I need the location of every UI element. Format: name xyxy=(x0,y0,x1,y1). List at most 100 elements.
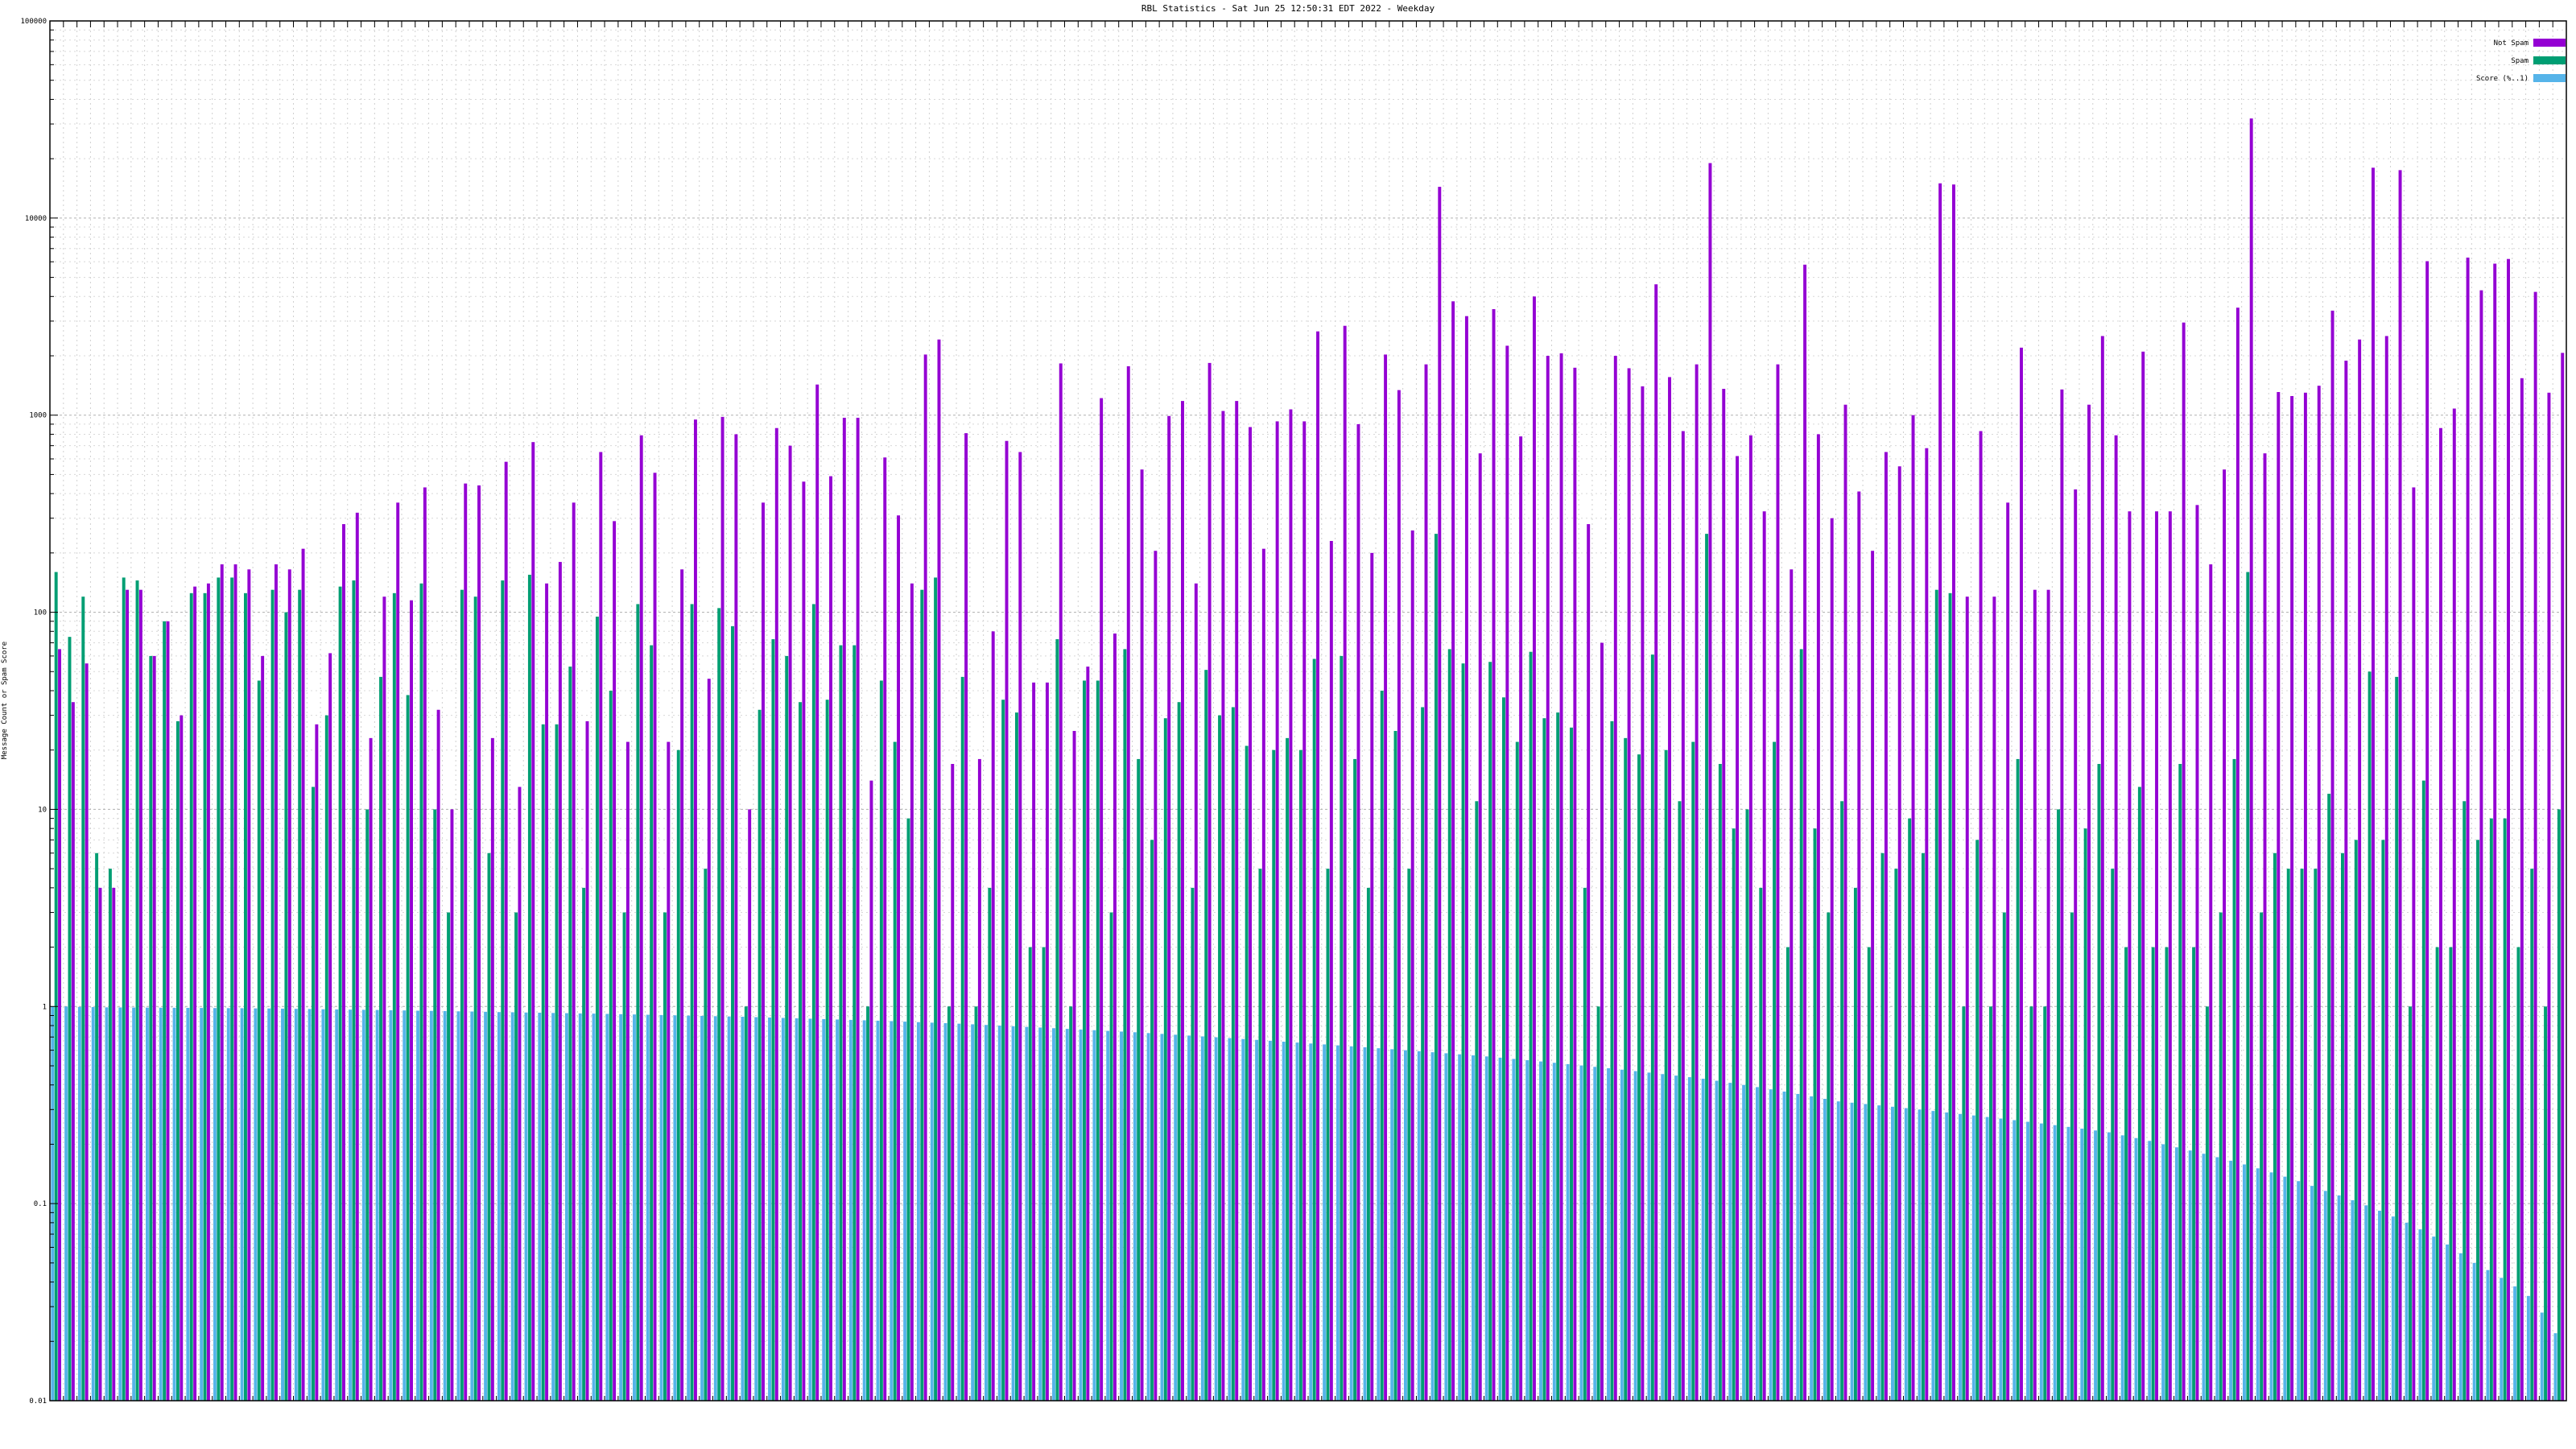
bar-not-spam xyxy=(951,764,955,1401)
bar-spam xyxy=(2462,801,2467,1401)
bar-not-spam xyxy=(2223,469,2227,1401)
bar-not-spam xyxy=(2520,378,2524,1401)
bar-score xyxy=(1823,1099,1827,1401)
bar-not-spam xyxy=(1654,284,1658,1402)
bar-spam xyxy=(68,637,72,1401)
bar-score xyxy=(1810,1096,1814,1401)
bar-not-spam xyxy=(2033,589,2037,1401)
bar-spam xyxy=(2016,758,2020,1401)
bar-spam xyxy=(636,604,640,1401)
bar-not-spam xyxy=(2493,263,2497,1401)
bar-score xyxy=(2351,1199,2355,1401)
bar-not-spam xyxy=(1005,440,1009,1401)
bar-not-spam xyxy=(504,461,508,1401)
bar-not-spam xyxy=(382,597,386,1401)
bar-spam xyxy=(312,786,315,1401)
bar-score xyxy=(361,1009,365,1401)
bar-not-spam xyxy=(1573,367,1577,1401)
bar-score xyxy=(2446,1244,2450,1401)
bar-not-spam xyxy=(410,600,413,1401)
bar-score xyxy=(1444,1053,1448,1401)
bar-score xyxy=(1228,1038,1232,1401)
bar-not-spam xyxy=(2371,167,2375,1402)
bar-score xyxy=(768,1018,772,1401)
bar-spam xyxy=(1421,707,1425,1401)
bar-not-spam xyxy=(2290,395,2294,1401)
legend-label-score: Score (%..1) xyxy=(2476,75,2529,83)
bar-not-spam xyxy=(585,720,589,1401)
bar-spam xyxy=(352,580,356,1401)
bar-not-spam xyxy=(734,434,738,1402)
bar-score xyxy=(2242,1164,2246,1401)
bar-not-spam xyxy=(1464,316,1468,1402)
bar-not-spam xyxy=(2141,351,2145,1401)
bar-score xyxy=(105,1007,109,1401)
bar-spam xyxy=(1366,887,1370,1401)
bar-not-spam xyxy=(247,569,251,1401)
plot-frame xyxy=(49,20,2567,1402)
bar-spam xyxy=(2381,840,2385,1401)
bar-spam xyxy=(650,645,654,1401)
bar-not-spam xyxy=(1478,453,1482,1402)
bar-score xyxy=(1323,1044,1327,1401)
bar-score xyxy=(1484,1056,1488,1401)
y-axis-label: Message Count or Spam Score xyxy=(1,642,9,759)
bar-score xyxy=(1891,1106,1894,1401)
bar-spam xyxy=(1745,809,1749,1401)
bar-score xyxy=(2120,1135,2124,1401)
bar-score xyxy=(1363,1046,1367,1401)
bar-score xyxy=(2364,1205,2368,1401)
bar-score xyxy=(2107,1132,2111,1401)
bar-not-spam xyxy=(829,476,832,1401)
bar-spam xyxy=(934,577,938,1401)
bar-spam xyxy=(284,612,288,1401)
y-tick-label: 100 xyxy=(34,609,47,617)
bar-score xyxy=(808,1018,812,1401)
bar-not-spam xyxy=(1072,730,1076,1401)
y-tick-label: 0.1 xyxy=(34,1200,47,1208)
bar-not-spam xyxy=(572,502,576,1401)
bar-score xyxy=(64,1006,68,1401)
bar-score xyxy=(1092,1030,1096,1401)
grid-layer xyxy=(49,20,2567,1402)
bar-not-spam xyxy=(1045,682,1049,1401)
bar-spam xyxy=(758,709,762,1401)
bar-spam xyxy=(501,580,505,1401)
bar-spam xyxy=(1827,912,1831,1401)
bar-not-spam xyxy=(2412,487,2416,1402)
bar-spam xyxy=(2435,947,2439,1401)
bar-not-spam xyxy=(531,442,535,1402)
bar-spam xyxy=(1407,869,1411,1401)
y-tick-label: 0.01 xyxy=(29,1397,47,1406)
bar-score xyxy=(389,1009,393,1401)
bar-not-spam xyxy=(1126,366,1130,1401)
bar-not-spam xyxy=(518,786,522,1401)
bar-spam xyxy=(622,912,626,1401)
bar-spam xyxy=(2057,809,2060,1401)
bar-not-spam xyxy=(1438,187,1442,1402)
bar-not-spam xyxy=(1424,364,1428,1401)
bar-not-spam xyxy=(720,416,724,1401)
legend: Not Spam Spam Score (%..1) xyxy=(2476,39,2566,83)
bar-not-spam xyxy=(2277,392,2281,1401)
bar-spam xyxy=(1664,749,1668,1401)
bar-not-spam xyxy=(937,339,941,1402)
bar-score xyxy=(1796,1093,1800,1401)
bar-spam xyxy=(2314,869,2318,1401)
bar-spam xyxy=(203,592,207,1401)
bar-score xyxy=(1607,1068,1611,1401)
bar-not-spam xyxy=(1113,633,1117,1401)
bar-score xyxy=(673,1015,677,1401)
bar-spam xyxy=(365,809,369,1401)
bar-spam xyxy=(811,604,815,1401)
bar-not-spam xyxy=(1356,423,1360,1402)
bar-not-spam xyxy=(287,569,291,1401)
bar-not-spam xyxy=(2046,589,2050,1401)
bar-score xyxy=(1593,1067,1597,1401)
bar-spam xyxy=(2327,794,2331,1401)
bar-spam xyxy=(257,680,261,1401)
bar-score xyxy=(2486,1269,2490,1401)
bar-spam xyxy=(1434,534,1438,1401)
bar-score xyxy=(2080,1129,2084,1401)
bar-spam xyxy=(1083,680,1086,1401)
